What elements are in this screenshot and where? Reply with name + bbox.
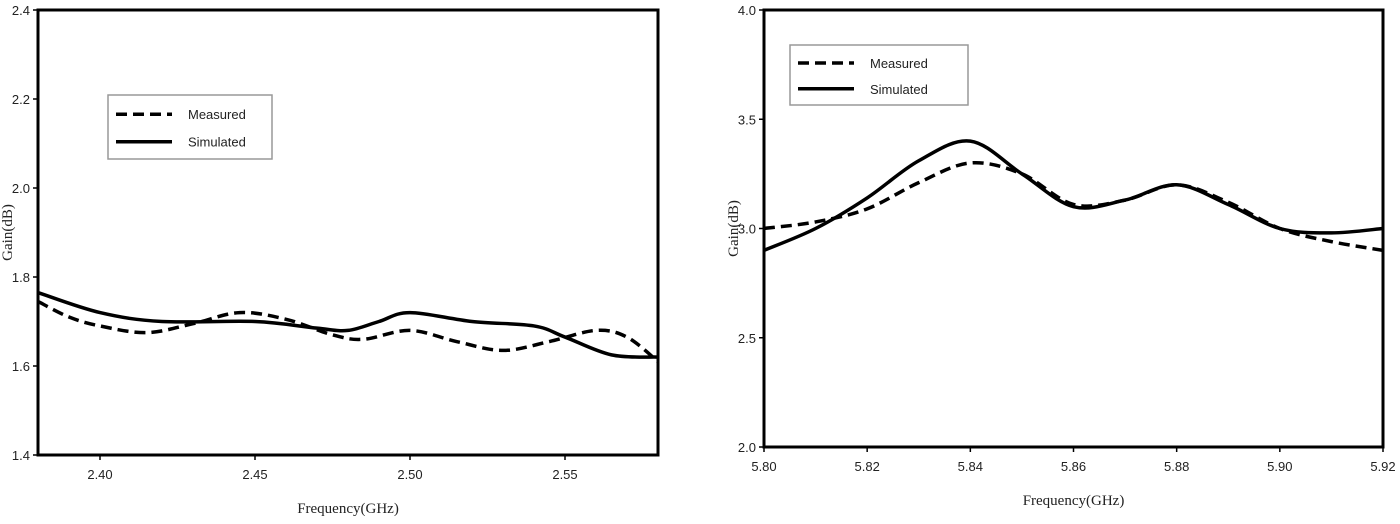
legend: Measured Simulated xyxy=(789,44,969,106)
legend-box xyxy=(789,44,969,106)
legend: Measured Simulated xyxy=(107,94,273,160)
x-tick-label: 5.86 xyxy=(1061,459,1086,474)
x-axis-label: Frequency(GHz) xyxy=(1023,493,1125,509)
y-tick-label: 2.2 xyxy=(12,92,30,107)
x-tick-label: 2.40 xyxy=(87,467,112,482)
chart-2: 5.80 5.82 5.84 5.86 5.88 5.90 5.92 2.0 2.5 3.0 3.5… xyxy=(726,3,1396,509)
y-tick-label: 2.5 xyxy=(738,331,756,346)
x-tick-label: 5.82 xyxy=(855,459,880,474)
plot-frame xyxy=(36,8,660,457)
legend-label: Measured xyxy=(870,56,928,71)
x-tick-label: 5.90 xyxy=(1267,459,1292,474)
plot-frame xyxy=(762,8,1385,449)
y-tick-label: 2.4 xyxy=(12,3,30,18)
x-tick-label: 5.80 xyxy=(751,459,776,474)
legend-label: Measured xyxy=(188,107,246,122)
y-tick-label: 1.4 xyxy=(12,448,30,463)
y-tick-label: 2.0 xyxy=(738,440,756,455)
y-tick-label: 3.5 xyxy=(738,112,756,127)
series-measured-line xyxy=(37,299,660,363)
y-axis-label: Gain(dB) xyxy=(726,200,742,257)
y-tick-label: 1.8 xyxy=(12,270,30,285)
series-simulated-line xyxy=(763,139,1384,252)
legend-box xyxy=(107,94,273,160)
x-axis-label: Frequency(GHz) xyxy=(297,501,399,517)
x-tick-label: 5.92 xyxy=(1370,459,1395,474)
y-tick-label: 3.0 xyxy=(738,222,756,237)
x-tick-label: 2.50 xyxy=(397,467,422,482)
legend-label: Simulated xyxy=(870,82,928,97)
y-axis-label: Gain(dB) xyxy=(0,204,16,261)
y-tick-label: 4.0 xyxy=(738,3,756,18)
chart-1: 2.40 2.45 2.50 2.55 1.4 1.6 1.8 2.0 2.2 2.4 Freque… xyxy=(0,3,660,517)
series-simulated-line xyxy=(37,290,659,359)
x-tick-label: 2.55 xyxy=(552,467,577,482)
legend-label: Simulated xyxy=(188,135,246,150)
y-tick-label: 2.0 xyxy=(12,181,30,196)
y-tick-label: 1.6 xyxy=(12,359,30,374)
x-tick-label: 5.84 xyxy=(958,459,983,474)
x-tick-label: 2.45 xyxy=(242,467,267,482)
x-tick-label: 5.88 xyxy=(1164,459,1189,474)
